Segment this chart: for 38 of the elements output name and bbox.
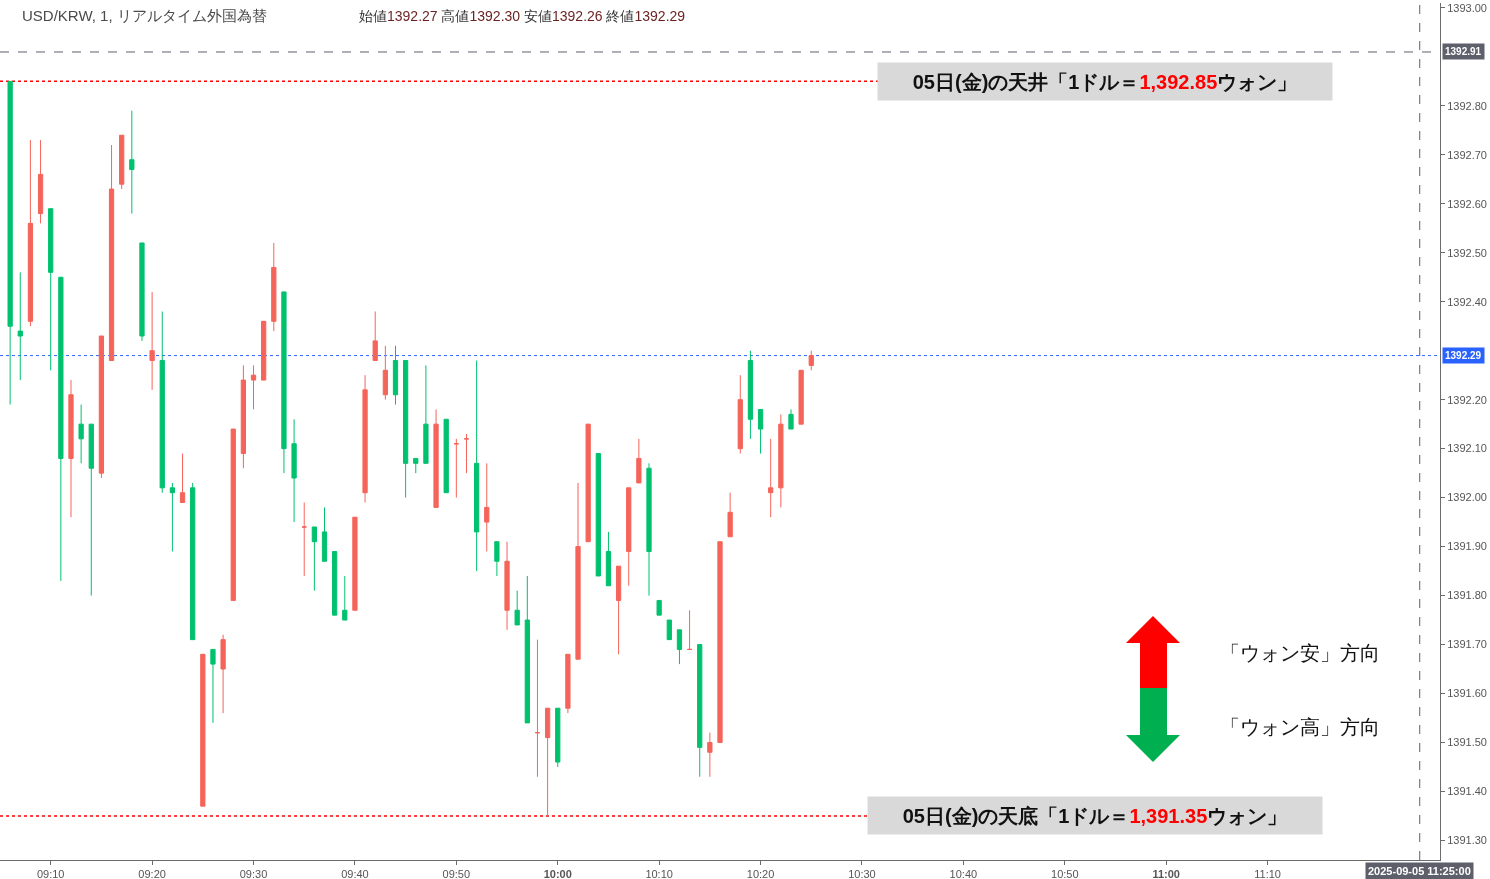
x-tick-label: 10:30 — [848, 868, 876, 879]
y-tick-label: 1392.00 — [1447, 491, 1487, 504]
annotation: 「ウォン高」方向 — [1220, 716, 1380, 738]
ref-line-label: 1392.91 — [1445, 46, 1482, 57]
ref-line-label: 1392.29 — [1445, 350, 1482, 361]
y-tick-label: 1391.70 — [1447, 638, 1487, 651]
y-tick-label: 1392.80 — [1447, 99, 1487, 112]
y-tick-label: 1391.80 — [1447, 589, 1487, 602]
x-tick-label: 11:00 — [1152, 868, 1180, 879]
x-tick-label: 10:00 — [543, 868, 572, 879]
annotation: 「ウォン安」方向 — [1220, 642, 1380, 664]
y-tick-label: 1391.40 — [1447, 785, 1487, 798]
annotation: 05日(金)の天井「1ドル＝1,392.85ウォン」 — [912, 70, 1298, 93]
y-tick-label: 1392.70 — [1447, 148, 1487, 161]
chart-subtitle: 始値1392.27 高値1392.30 安値1392.26 終値1392.29 — [359, 8, 686, 24]
annotation: 05日(金)の天底「1ドル＝1,391.35ウォン」 — [902, 804, 1288, 827]
y-tick-label: 1391.50 — [1447, 736, 1487, 749]
x-tick-label: 09:10 — [36, 868, 65, 879]
chart-title: USD/KRW, 1, リアルタイム外国為替 — [22, 7, 267, 25]
y-tick-label: 1392.10 — [1447, 442, 1487, 455]
y-tick-label: 1391.30 — [1447, 834, 1487, 847]
x-tick-label: 09:40 — [341, 868, 369, 879]
x-tick-label: 09:50 — [442, 868, 471, 879]
y-tick-label: 1393.00 — [1447, 1, 1487, 14]
y-tick-label: 1391.90 — [1447, 540, 1487, 553]
x-tick-label: 09:30 — [239, 868, 268, 879]
y-tick-label: 1392.50 — [1447, 246, 1487, 259]
x-tick-label: 10:50 — [1051, 868, 1079, 879]
x-tick-label: 10:20 — [746, 868, 775, 879]
x-tick-label: 09:20 — [138, 868, 166, 879]
y-tick-label: 1392.40 — [1447, 295, 1487, 308]
x-tick-label: 10:10 — [645, 868, 673, 879]
ref-line-label: 2025-09-05 11:25:00 — [1368, 865, 1471, 877]
y-tick-label: 1391.60 — [1447, 687, 1487, 700]
x-tick-label: 11:10 — [1254, 868, 1281, 879]
y-tick-label: 1392.60 — [1447, 197, 1487, 210]
y-tick-label: 1392.20 — [1447, 393, 1487, 406]
x-tick-label: 10:40 — [949, 868, 978, 879]
